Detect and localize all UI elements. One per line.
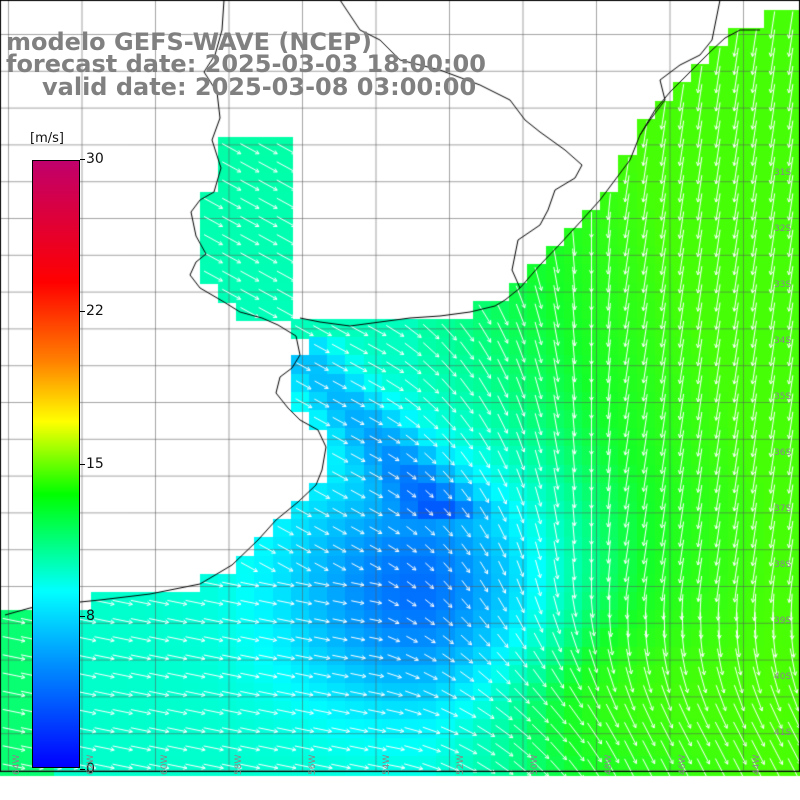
lon-label: 56W (308, 754, 318, 775)
lon-label: 50W (530, 754, 540, 775)
lat-label: 41S (774, 728, 792, 738)
colorbar-tick-30: 30 (80, 151, 104, 167)
colorbar-tick-22: 22 (80, 303, 104, 319)
colorbar-tick-15: 15 (80, 456, 104, 472)
title-model: modelo GEFS-WAVE (NCEP) (6, 28, 372, 56)
lon-label: 54W (382, 754, 392, 775)
lon-label: 48W (604, 754, 614, 775)
lat-label: 38S (774, 560, 792, 570)
lat-label: 36S (774, 448, 792, 458)
colorbar-tick-0: 0 (80, 761, 95, 777)
title-valid-date: valid date: 2025-03-08 03:00:00 (42, 73, 477, 101)
colorbar-tick-8: 8 (80, 608, 95, 624)
lat-label: 33S (774, 280, 792, 290)
lat-label: 34S (774, 336, 792, 346)
colorbar (32, 160, 80, 768)
lon-label: 44W (752, 754, 762, 775)
lon-label: 60W (160, 754, 170, 775)
lon-label: 46W (678, 754, 688, 775)
lon-label: 58W (234, 754, 244, 775)
colorbar-units: [m/s] (30, 131, 64, 146)
lat-label: 35S (774, 392, 792, 402)
lat-label: 40S (774, 672, 792, 682)
lon-label: 64W (12, 754, 22, 775)
title-forecast-date: forecast date: 2025-03-03 18:00:00 (6, 50, 486, 78)
lat-label: 32S (774, 224, 792, 234)
lon-label: 62W (86, 754, 96, 775)
lon-label: 52W (456, 754, 466, 775)
lat-label: 31S (774, 168, 792, 178)
lat-label: 37S (774, 504, 792, 514)
lat-label: 39S (774, 616, 792, 626)
